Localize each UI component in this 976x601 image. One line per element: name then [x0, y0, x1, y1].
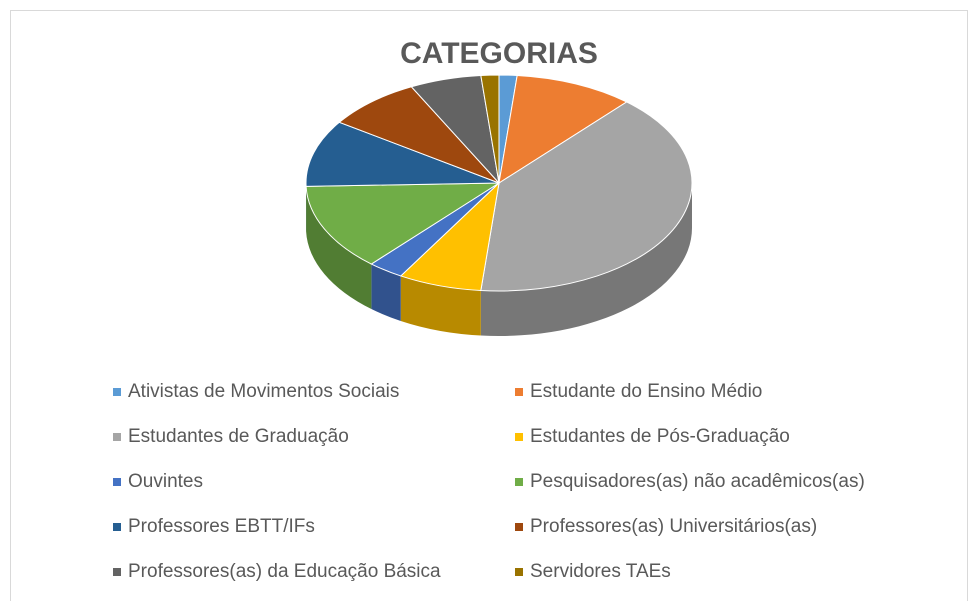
pie-slice [480, 74, 500, 184]
pie-side [371, 264, 401, 321]
legend-label: Estudante do Ensino Médio [530, 381, 762, 402]
legend-label: Servidores TAEs [530, 561, 671, 582]
legend-marker [515, 388, 523, 396]
legend-label: Estudantes de Graduação [128, 426, 349, 447]
chart-title: CATEGORIAS [400, 37, 598, 70]
pie-slice [338, 86, 500, 184]
pie-slice [480, 101, 693, 292]
pie-slice [498, 74, 628, 185]
legend-marker [113, 388, 121, 396]
legend-label: Professores(as) da Educação Básica [128, 561, 441, 582]
legend-marker [113, 568, 121, 576]
legend-marker [515, 568, 523, 576]
legend-marker [515, 433, 523, 441]
pie-slice [305, 182, 501, 265]
legend-label: Ouvintes [128, 471, 203, 492]
legend-label: Ativistas de Movimentos Sociais [128, 381, 399, 402]
legend-label: Professores EBTT/IFs [128, 516, 315, 537]
legend-label: Estudantes de Pós-Graduação [530, 426, 790, 447]
legend-marker [113, 478, 121, 486]
legend-marker [515, 478, 523, 486]
legend-marker [515, 523, 523, 531]
pie-side [480, 183, 692, 336]
legend-marker [113, 523, 121, 531]
legend-label: Professores(as) Universitários(as) [530, 516, 817, 537]
legend-marker [113, 433, 121, 441]
pie-side [400, 275, 481, 336]
pie-slice [305, 121, 500, 187]
legend-label: Pesquisadores(as) não acadêmicos(as) [530, 471, 865, 492]
pie-side [306, 186, 372, 310]
